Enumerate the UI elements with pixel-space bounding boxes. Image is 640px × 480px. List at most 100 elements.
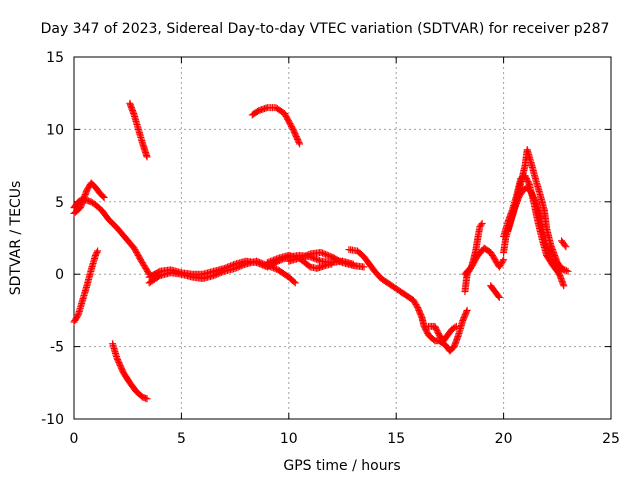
axis-ticks: 0 5 10 15 20 25 -10 -5 0 5 10 15 xyxy=(41,50,620,447)
data-point xyxy=(561,266,569,274)
series-arc-1 xyxy=(70,247,102,326)
x-tick-label: 25 xyxy=(602,431,620,447)
data-point xyxy=(303,251,311,259)
series-arc-12 xyxy=(424,322,460,345)
series-arc-3 xyxy=(70,179,108,217)
data-point xyxy=(273,255,281,263)
data-point xyxy=(322,250,330,258)
data-point xyxy=(299,253,307,261)
data-point xyxy=(525,179,533,187)
data-point xyxy=(564,267,572,275)
data-point xyxy=(315,257,323,265)
data-point xyxy=(494,292,502,300)
x-tick-label: 10 xyxy=(280,431,298,447)
series-arc-14 xyxy=(461,244,508,278)
data-point xyxy=(99,192,107,200)
data-point xyxy=(296,254,304,262)
y-tick-label: 0 xyxy=(55,267,64,283)
data-point xyxy=(73,312,81,320)
data-point xyxy=(291,279,299,287)
series-arc-11 xyxy=(345,246,471,355)
chart-title: Day 347 of 2023, Sidereal Day-to-day VTE… xyxy=(41,21,610,37)
data-point xyxy=(100,193,108,201)
series-arc-19 xyxy=(558,237,570,251)
data-point xyxy=(94,247,102,255)
data-point xyxy=(144,269,152,277)
y-axis-label: SDTVAR / TECUs xyxy=(8,181,24,296)
x-tick-label: 0 xyxy=(70,431,79,447)
data-point xyxy=(256,260,264,268)
y-tick-label: 5 xyxy=(55,195,64,211)
data-point xyxy=(290,278,298,286)
data-point xyxy=(559,265,567,273)
y-tick-label: -5 xyxy=(50,340,64,356)
data-point xyxy=(562,243,570,251)
data-point xyxy=(295,138,303,146)
series-arc-8 xyxy=(248,104,304,148)
plot-frame xyxy=(73,56,612,420)
data-point xyxy=(226,262,234,270)
data-point xyxy=(302,252,310,260)
data-point xyxy=(230,261,238,269)
data-point xyxy=(317,248,325,256)
data-point xyxy=(562,267,570,275)
x-tick-label: 15 xyxy=(387,431,405,447)
data-point xyxy=(360,263,368,271)
data-point xyxy=(463,306,471,314)
data-point xyxy=(269,256,277,264)
data-point xyxy=(300,252,308,260)
series-arc-18 xyxy=(500,172,568,290)
data-point xyxy=(228,261,236,269)
data-point xyxy=(259,261,267,269)
data-point xyxy=(225,263,233,271)
x-axis-label: GPS time / hours xyxy=(283,458,400,474)
data-point xyxy=(271,265,279,273)
data-point xyxy=(271,256,279,264)
data-point xyxy=(222,264,230,272)
data-point xyxy=(265,258,273,266)
data-point xyxy=(268,257,276,265)
y-tick-label: 15 xyxy=(46,50,64,66)
data-point xyxy=(297,254,305,262)
data-point xyxy=(314,256,322,264)
data-point xyxy=(319,249,327,257)
data-point xyxy=(143,153,151,161)
data-point xyxy=(253,259,261,267)
data-point xyxy=(257,260,265,268)
data-point xyxy=(478,220,486,228)
data-point xyxy=(223,263,231,271)
grid xyxy=(74,57,611,419)
data-point xyxy=(558,264,566,272)
data-point xyxy=(220,264,228,272)
data-point xyxy=(320,250,328,258)
data-point xyxy=(500,256,508,264)
data-point xyxy=(323,251,331,259)
series-arc-10 xyxy=(285,248,368,271)
data-point xyxy=(263,259,271,267)
data-point xyxy=(499,257,507,265)
data-point xyxy=(560,282,568,290)
data-point xyxy=(254,259,262,267)
data-point xyxy=(93,248,101,256)
data-point xyxy=(462,308,470,316)
data-point xyxy=(266,257,274,265)
series-arc-6 xyxy=(145,257,299,287)
y-tick-label: 10 xyxy=(46,122,64,138)
data-point xyxy=(296,140,304,148)
data-point xyxy=(495,293,503,301)
data-point xyxy=(452,322,460,330)
data-point xyxy=(305,251,313,259)
data-point xyxy=(477,221,485,229)
data-point xyxy=(312,255,320,263)
x-tick-label: 20 xyxy=(495,431,513,447)
data-point xyxy=(328,260,336,268)
data-point xyxy=(143,395,151,403)
x-tick-label: 5 xyxy=(177,431,186,447)
series-arc-4 xyxy=(109,340,151,403)
series-arc-15 xyxy=(487,282,503,301)
data-point xyxy=(451,323,459,331)
data-markers xyxy=(70,99,572,403)
series-arc-5 xyxy=(126,99,151,161)
series-arc-13 xyxy=(461,220,486,296)
